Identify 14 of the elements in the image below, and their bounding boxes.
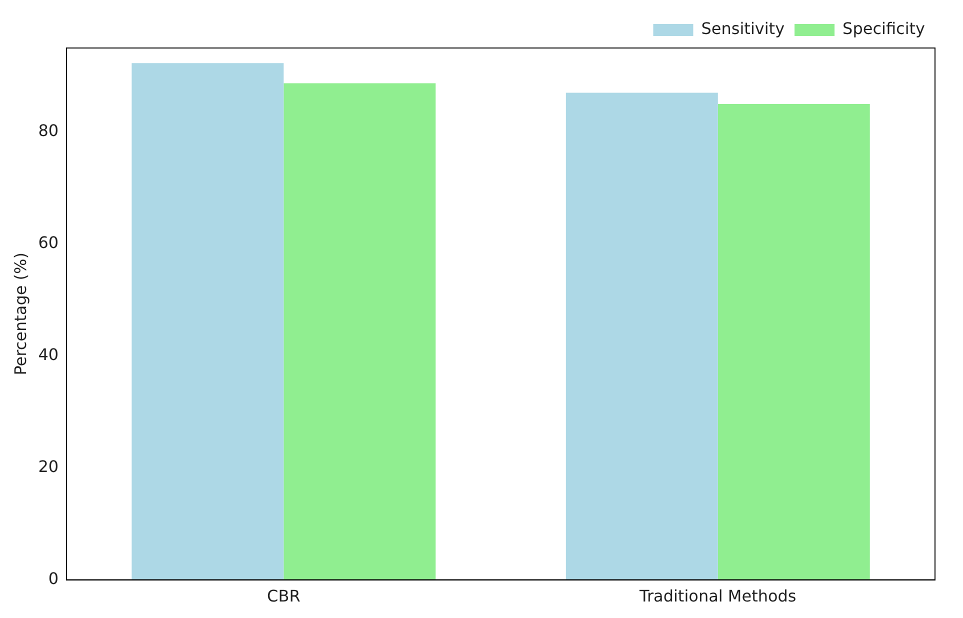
bar: [718, 104, 870, 580]
y-axis-title: Percentage (%): [10, 252, 30, 376]
bar: [132, 63, 284, 580]
x-tick-label: Traditional Methods: [638, 586, 796, 606]
x-tick-label: CBR: [267, 586, 300, 606]
legend-label: Sensitivity: [701, 19, 785, 38]
bar: [566, 92, 718, 580]
y-tick-label: 80: [38, 121, 59, 140]
y-tick-label: 40: [38, 345, 59, 364]
y-tick-label: 60: [38, 233, 59, 252]
bar: [284, 83, 436, 580]
legend-label: Specificity: [842, 19, 926, 38]
y-tick-label: 0: [48, 568, 59, 588]
y-tick-label: 20: [38, 457, 59, 476]
